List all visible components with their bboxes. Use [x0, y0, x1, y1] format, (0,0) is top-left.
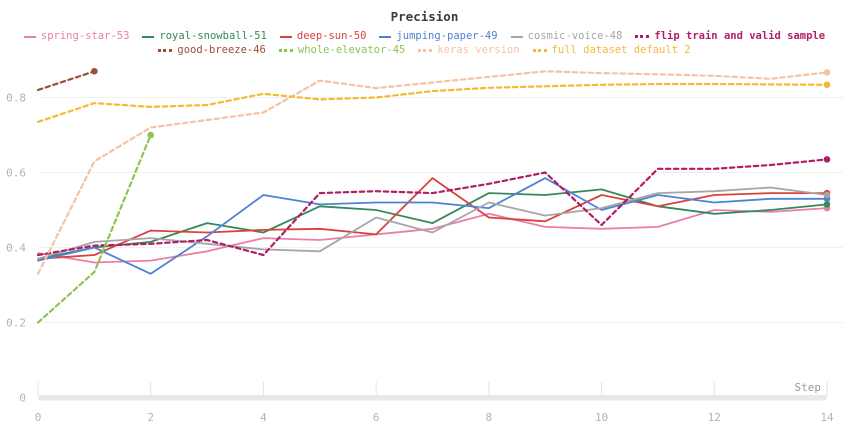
legend-item-flip-train-and-valid-sample[interactable]: flip train and valid sample: [635, 30, 825, 43]
x-axis-title: Step: [795, 381, 822, 394]
legend-label: cosmic-voice-48: [527, 30, 623, 42]
series-line-keras-version[interactable]: [36, 70, 829, 275]
series-end-dot-whole-elevator-45: [147, 131, 155, 139]
chart-title: Precision: [390, 9, 459, 24]
legend-item-jumping-paper-49[interactable]: jumping-paper-49: [379, 30, 498, 43]
legend-row-2: good-breeze-46 whole-elevator-45 keras ver…: [10, 44, 839, 57]
legend-swatch-solid-icon: [510, 35, 523, 38]
legend-row-1: spring-star-53 royal-snowball-51 deep-sun-…: [10, 30, 839, 43]
legend-label: spring-star-53: [40, 30, 130, 42]
series-end-dot-royal-snowball-51: [823, 201, 831, 208]
legend-swatch-solid-icon: [379, 35, 392, 38]
legend-item-keras-version[interactable]: keras version: [418, 44, 520, 57]
y-tick-label: 0.4: [6, 242, 26, 255]
legend-swatch-dashed-icon: [278, 49, 293, 52]
legend-label: deep-sun-50: [296, 30, 367, 42]
series-line-cosmic-voice-48[interactable]: [37, 186, 828, 260]
y-tick-label: 0.8: [6, 92, 26, 105]
legend-swatch-dashed-icon: [158, 49, 173, 52]
legend-swatch-dashed-icon: [635, 35, 650, 38]
legend-label: full dataset default 2: [551, 44, 691, 56]
legend-item-deep-sun-50[interactable]: deep-sun-50: [279, 30, 367, 43]
legend-swatch-dashed-icon: [532, 49, 547, 52]
legend-label: flip train and valid sample: [654, 30, 826, 42]
x-tick-label: 2: [147, 411, 154, 424]
series-end-dot-good-breeze-46: [91, 67, 98, 75]
legend-swatch-solid-icon: [279, 35, 292, 38]
y-tick-label: 0.6: [6, 167, 26, 180]
x-tick-label: 14: [820, 411, 834, 424]
legend-swatch-dashed-icon: [418, 49, 433, 52]
legend-swatch-solid-icon: [142, 35, 155, 38]
legend-label: royal-snowball-51: [159, 30, 267, 42]
legend-swatch-solid-icon: [23, 35, 36, 38]
series-end-dot-cosmic-voice-48: [823, 191, 831, 199]
legend-item-spring-star-53[interactable]: spring-star-53: [23, 30, 130, 43]
legend-item-good-breeze-46[interactable]: good-breeze-46: [158, 44, 266, 57]
series-line-deep-sun-50[interactable]: [37, 177, 828, 260]
legend-item-cosmic-voice-48[interactable]: cosmic-voice-48: [510, 30, 623, 43]
y-tick-label: 0.2: [6, 317, 26, 330]
series-line-whole-elevator-45[interactable]: [36, 133, 152, 324]
series-end-dot-full-dataset-default-2: [823, 81, 831, 89]
x-tick-label: 6: [373, 411, 380, 424]
series-line-spring-star-53[interactable]: [37, 207, 828, 264]
x-tick-label: 10: [595, 411, 608, 424]
series-end-dot-flip-train-and-valid-sample: [823, 156, 831, 163]
legend-item-full-dataset-default-2[interactable]: full dataset default 2: [532, 44, 691, 57]
legend-item-royal-snowball-51[interactable]: royal-snowball-51: [142, 30, 267, 43]
series-line-royal-snowball-51[interactable]: [37, 188, 828, 260]
legend-label: whole-elevator-45: [297, 44, 406, 56]
x-tick-label: 0: [35, 411, 42, 424]
series-line-full-dataset-default-2[interactable]: [36, 82, 829, 124]
series-line-good-breeze-46[interactable]: [36, 70, 96, 92]
series-end-dot-keras-version: [823, 69, 831, 76]
x-tick-label: 12: [708, 411, 721, 424]
legend-label: keras version: [437, 44, 520, 56]
y-tick-label: 0: [19, 392, 26, 405]
series-line-jumping-paper-49[interactable]: [37, 177, 828, 275]
x-tick-label: 8: [486, 411, 493, 424]
legend-item-whole-elevator-45[interactable]: whole-elevator-45: [278, 44, 406, 57]
x-tick-label: 4: [260, 411, 267, 424]
series-line-flip-train-and-valid-sample[interactable]: [36, 158, 829, 257]
x-axis-bar: [38, 395, 827, 401]
legend-label: good-breeze-46: [177, 44, 266, 56]
legend-label: jumping-paper-49: [396, 30, 498, 42]
